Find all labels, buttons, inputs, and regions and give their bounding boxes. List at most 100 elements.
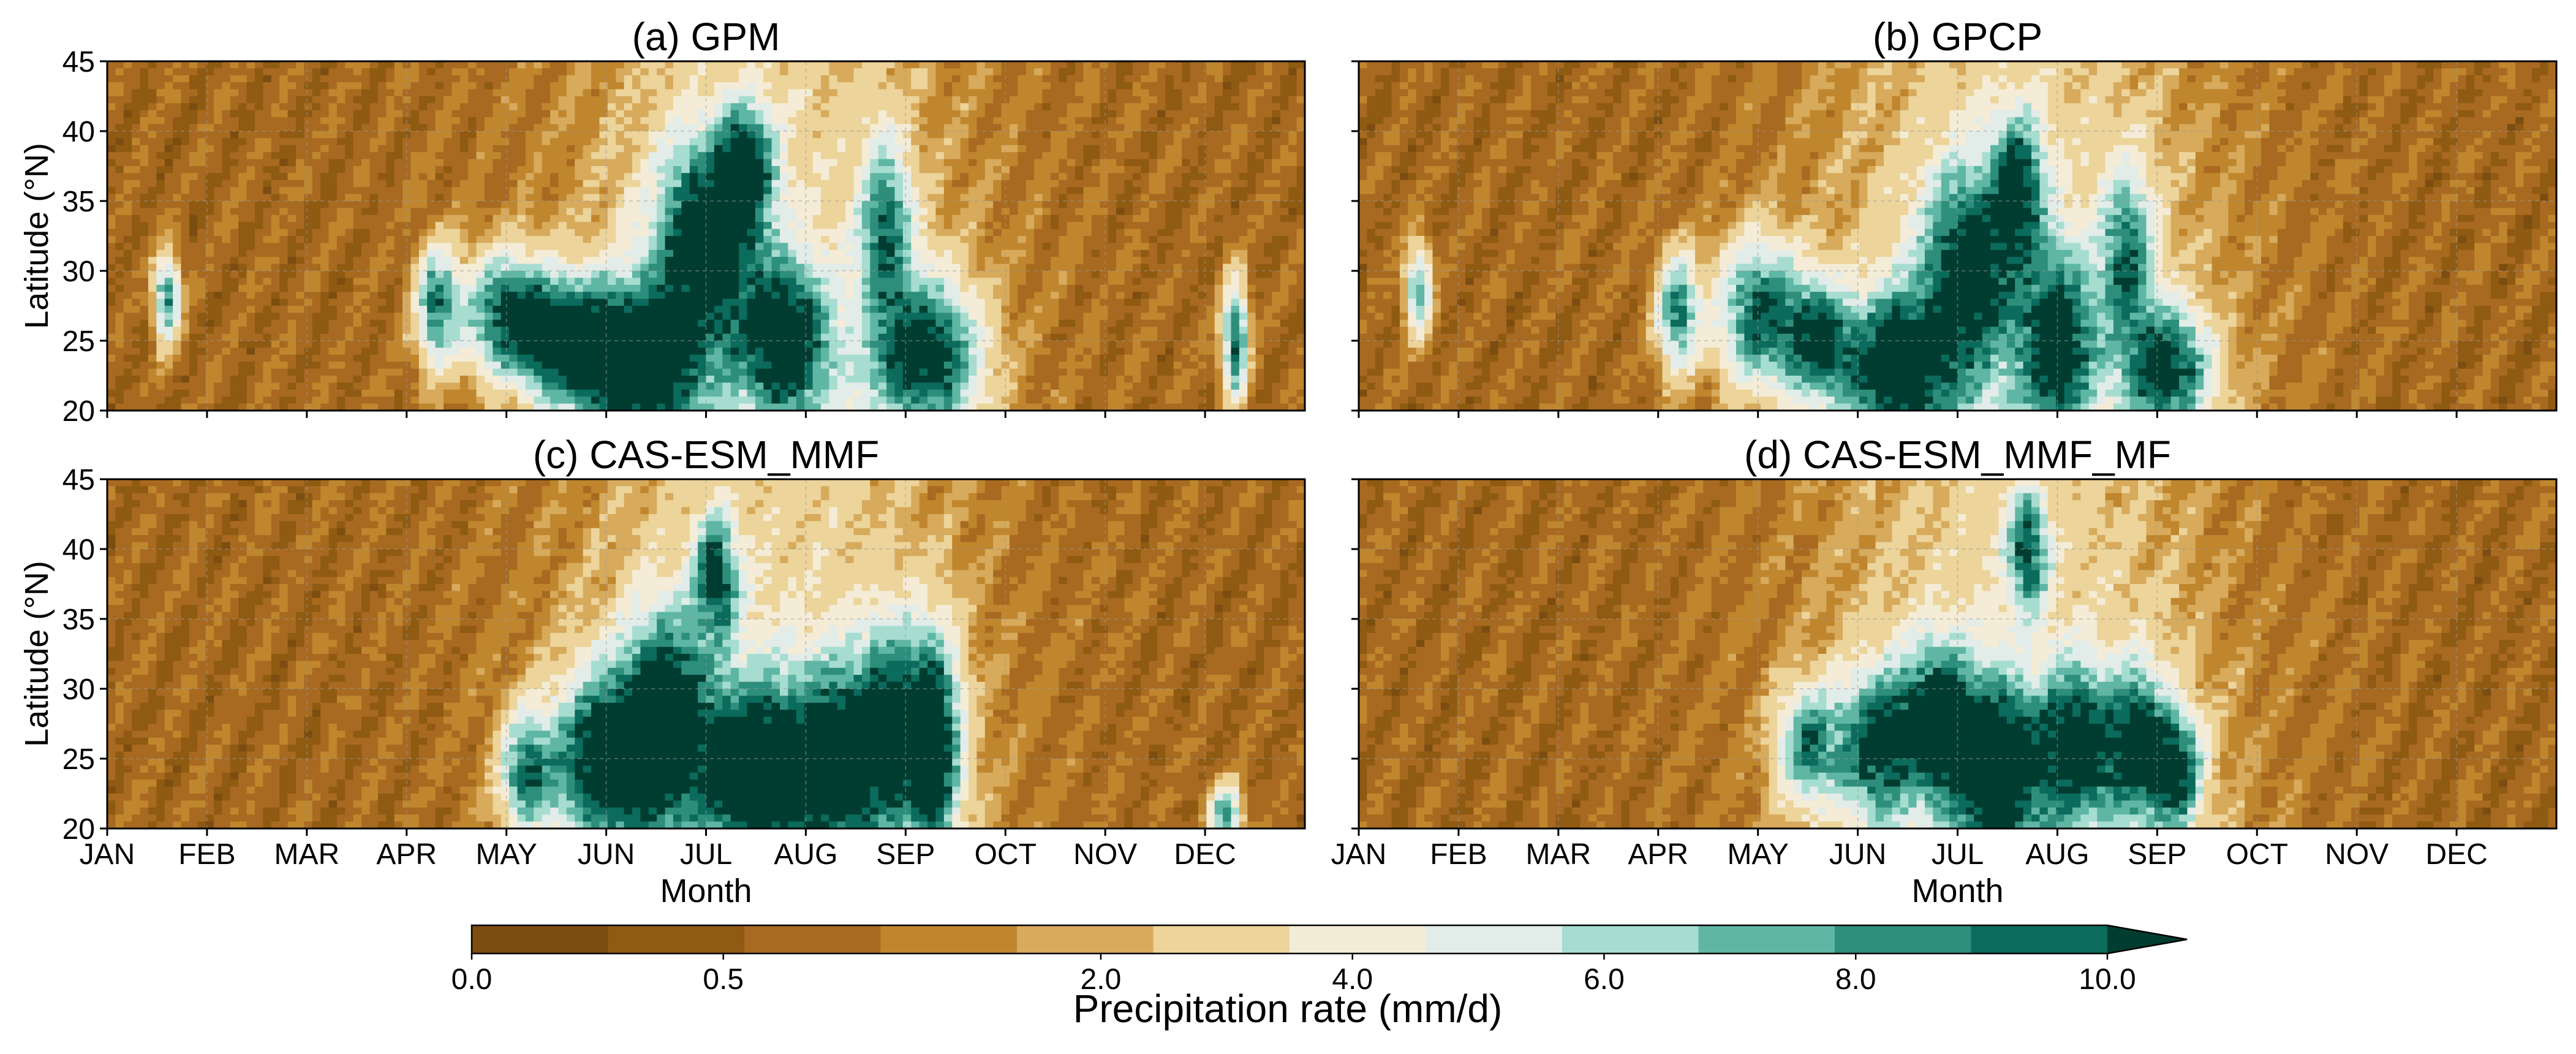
field-cell (1050, 103, 1060, 111)
field-cell (755, 152, 765, 160)
field-cell (747, 284, 756, 292)
field-cell (1108, 201, 1117, 209)
field-cell (1231, 159, 1240, 167)
field-cell (583, 96, 592, 104)
field-cell (468, 124, 477, 132)
field-cell (238, 278, 247, 286)
field-cell (271, 214, 280, 222)
field-cell (181, 298, 190, 306)
field-cell (845, 187, 855, 195)
field-cell (132, 271, 141, 279)
field-cell (788, 243, 797, 251)
field-cell (246, 222, 255, 230)
field-cell (222, 271, 231, 279)
field-cell (681, 214, 690, 222)
field-cell (1280, 166, 1290, 174)
field-cell (714, 68, 723, 76)
field-cell (386, 173, 395, 181)
field-cell (222, 173, 231, 181)
field-cell (493, 236, 502, 244)
field-cell (796, 201, 805, 209)
field-cell (484, 187, 494, 195)
field-cell (115, 89, 124, 97)
field-cell (739, 75, 748, 83)
field-cell (173, 236, 182, 244)
field-cell (673, 173, 682, 181)
field-cell (500, 249, 510, 257)
field-cell (123, 243, 132, 251)
field-cell (1214, 222, 1223, 230)
field-cell (1141, 173, 1150, 181)
field-cell (837, 201, 846, 209)
field-cell (377, 208, 387, 216)
field-cell (287, 292, 297, 300)
field-cell (1206, 117, 1215, 125)
field-cell (952, 222, 961, 230)
field-cell (886, 284, 896, 292)
field-cell (345, 243, 354, 251)
field-cell (410, 173, 420, 181)
field-cell (246, 68, 255, 76)
field-cell (780, 243, 789, 251)
field-cell (1157, 214, 1166, 222)
field-cell (1173, 138, 1182, 146)
field-cell (583, 145, 592, 153)
field-cell (763, 278, 772, 286)
field-cell (205, 124, 214, 132)
field-cell (1132, 214, 1141, 222)
field-cell (878, 131, 887, 139)
field-cell (771, 284, 780, 292)
field-cell (1018, 68, 1027, 76)
field-cell (796, 131, 805, 139)
field-cell (583, 271, 592, 279)
field-cell (304, 117, 313, 125)
field-cell (468, 222, 477, 230)
field-cell (837, 187, 846, 195)
field-cell (763, 110, 772, 118)
field-cell (500, 271, 510, 279)
field-cell (107, 257, 116, 265)
field-cell (542, 124, 551, 132)
field-cell (525, 166, 535, 174)
field-cell (739, 138, 748, 146)
field-cell (919, 138, 928, 146)
field-cell (624, 292, 633, 300)
field-cell (870, 166, 879, 174)
field-cell (657, 75, 666, 83)
field-cell (230, 173, 240, 181)
field-cell (132, 124, 141, 132)
field-cell (566, 236, 576, 244)
field-cell (484, 68, 494, 76)
field-cell (107, 243, 116, 251)
field-cell (255, 222, 264, 230)
field-cell (607, 75, 617, 83)
field-cell (1280, 271, 1290, 279)
field-cell (353, 61, 362, 69)
field-cell (517, 138, 526, 146)
field-cell (755, 194, 765, 202)
field-cell (706, 103, 715, 111)
field-cell (1239, 103, 1248, 111)
field-cell (542, 208, 551, 216)
field-cell (1198, 152, 1207, 160)
field-cell (1157, 159, 1166, 167)
field-cell (771, 82, 780, 90)
field-cell (410, 222, 420, 230)
field-cell (820, 278, 830, 286)
field-cell (542, 187, 551, 195)
field-cell (755, 222, 765, 230)
field-cell (369, 124, 379, 132)
field-cell (115, 201, 124, 209)
field-cell (591, 278, 600, 286)
field-cell (886, 82, 896, 90)
field-cell (345, 173, 354, 181)
field-cell (189, 124, 198, 132)
field-cell (1083, 131, 1092, 139)
field-cell (681, 75, 690, 83)
field-cell (558, 152, 567, 160)
field-cell (1034, 243, 1043, 251)
field-cell (312, 145, 321, 153)
field-cell (1198, 292, 1207, 300)
field-cell (1157, 208, 1166, 216)
